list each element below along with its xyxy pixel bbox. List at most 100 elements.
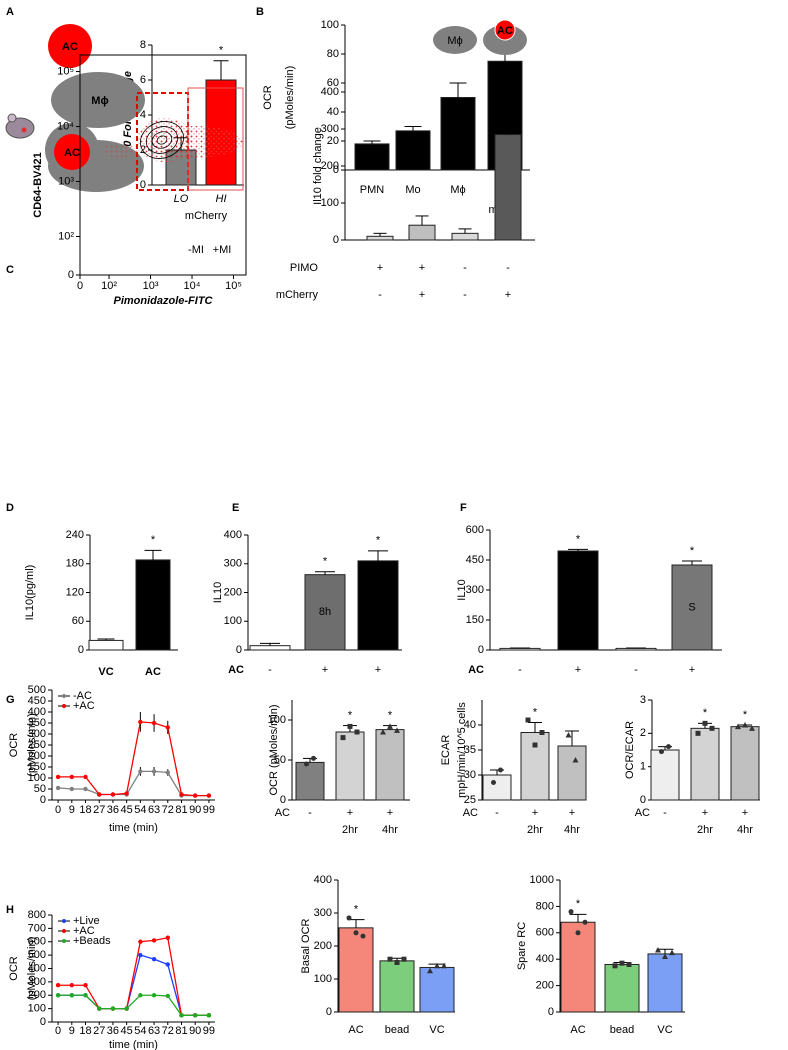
data-point (659, 749, 664, 755)
y-tick-label: 400 (536, 953, 554, 965)
cell-label: AC (64, 147, 80, 159)
y-tick-label: 0 (40, 794, 46, 806)
legend-swatch (62, 919, 66, 923)
gate (187, 87, 244, 191)
bar (451, 232, 479, 241)
data-point (360, 933, 366, 939)
data-point (394, 960, 400, 965)
panel-label: F (460, 502, 467, 514)
x-tick-label: bead (610, 1024, 634, 1036)
x-tick-label: + (375, 664, 381, 676)
table-row-label: mCherry (276, 289, 319, 301)
legend-swatch (62, 929, 66, 933)
bar (357, 560, 399, 651)
y-tick-label: 10² (58, 230, 74, 242)
y-tick-label: 240 (66, 529, 84, 541)
data-point (401, 956, 407, 962)
data-point (354, 729, 360, 735)
y-axis-label: OCR/ECAR (624, 721, 636, 779)
bar (671, 564, 713, 651)
bar (690, 727, 720, 801)
bar (482, 774, 512, 801)
y-axis-label: (pMoles/min) (26, 937, 38, 1001)
data-line (58, 770, 209, 797)
data-point (491, 780, 496, 785)
y-tick-label: 400 (28, 706, 46, 718)
y-tick-label: 150 (28, 761, 46, 773)
data-point (340, 735, 346, 741)
data-point (192, 793, 198, 798)
bar (395, 130, 431, 171)
data-point (192, 1013, 198, 1018)
legend-label: -AC (73, 690, 92, 702)
significance-star: * (388, 710, 393, 722)
y-tick-label: 250 (28, 739, 46, 751)
x-tick-label: 81 (175, 1025, 187, 1037)
x-tick-label: 99 (203, 1025, 215, 1037)
x-tick-label: 45 (121, 804, 133, 816)
legend-swatch (62, 704, 66, 708)
panel-label: H (6, 904, 14, 916)
significance-star: * (703, 707, 708, 719)
panel-label: B (256, 6, 264, 18)
x-tick-label: + (742, 807, 748, 819)
x-tick-label: + (569, 807, 575, 819)
data-point (441, 962, 447, 969)
panel-label: G (6, 694, 15, 706)
y-tick-label: 300 (28, 728, 46, 740)
y-tick-label: 100 (268, 714, 286, 726)
x-tick-label: 10³ (143, 280, 159, 292)
x-tick-label: 10⁴ (184, 280, 201, 292)
y-tick-label: 10³ (58, 175, 74, 187)
bar (499, 647, 541, 651)
contour (156, 135, 168, 145)
data-point (55, 993, 61, 998)
y-tick-label: 10⁴ (57, 120, 74, 132)
y-axis-label: (pMoles/min) (284, 66, 296, 130)
x-tick-sublabel: 2hr (342, 824, 358, 836)
x-tick-label: AC (348, 1024, 363, 1036)
significance-star: * (323, 556, 328, 568)
data-point (669, 949, 675, 956)
apoptotic-cell (54, 134, 90, 170)
bar (557, 745, 587, 801)
data-point (735, 723, 741, 730)
data-point (151, 769, 157, 774)
y-tick-label: 300 (466, 584, 484, 596)
data-point (380, 729, 386, 735)
data-point (612, 963, 618, 969)
data-point (387, 723, 393, 729)
bar (560, 921, 596, 1013)
data-point (206, 793, 212, 798)
x-tick-label: PMN (360, 184, 385, 196)
bar-label: T (575, 594, 582, 606)
data-point (110, 792, 116, 797)
x-tick-label: VC (657, 1024, 672, 1036)
y-tick-label: 400 (28, 962, 46, 974)
legend-label: +Beads (73, 935, 111, 947)
table-cell: - (463, 289, 467, 301)
significance-star: * (348, 710, 353, 722)
data-point (165, 935, 170, 940)
data-point (387, 956, 393, 962)
y-axis-label: Basal OCR (300, 918, 312, 973)
y-axis-label: (pMoles/min) (26, 713, 38, 777)
y-tick-label: 3 (640, 694, 646, 706)
data-point (179, 1013, 184, 1018)
y-tick-label: 50 (34, 783, 46, 795)
y-tick-label: 300 (224, 558, 242, 570)
bar (440, 97, 476, 171)
x-tick-label: AC (145, 666, 161, 678)
data-point (311, 755, 316, 761)
y-axis-label: OCR (8, 733, 20, 758)
significance-star: * (576, 533, 581, 545)
y-tick-label: 10⁵ (57, 65, 74, 77)
y-axis-label: OCR (8, 956, 20, 981)
x-tick-label: + (702, 807, 708, 819)
x-tick-label: 10² (101, 280, 117, 292)
y-tick-label: 300 (314, 907, 332, 919)
y-tick-label: 0 (78, 644, 84, 656)
row-label: AC (463, 807, 478, 819)
data-point (97, 1006, 102, 1011)
group-label: mCherry (185, 210, 228, 222)
